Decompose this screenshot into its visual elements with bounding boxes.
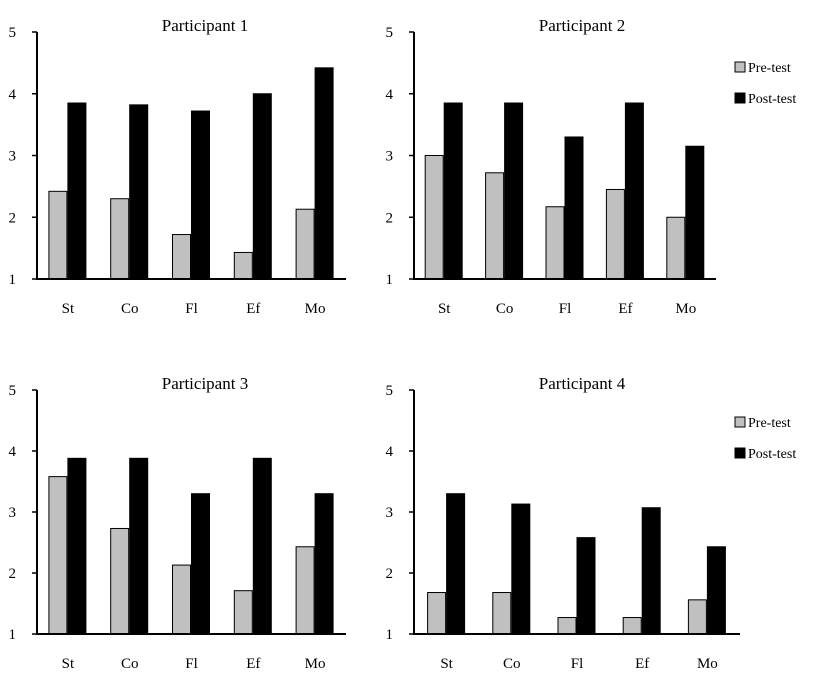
bar-2-mo-post — [685, 145, 705, 280]
x-tick-label-4-fl: Fl — [571, 656, 584, 672]
bar-3-mo-post — [314, 493, 334, 635]
y-tick-label-1-5: 5 — [9, 25, 17, 41]
bar-4-co-pre — [492, 592, 512, 635]
y-tick-label-4-1: 1 — [386, 627, 394, 643]
bar-4-mo-pre — [687, 599, 707, 635]
bar-4-mo-post — [706, 546, 726, 635]
bar-2-co-post — [504, 102, 524, 280]
x-tick-label-4-co: Co — [503, 656, 521, 672]
y-tick-label-2-5: 5 — [386, 25, 394, 41]
y-tick-label-4-5: 5 — [386, 383, 394, 399]
legend-swatch-4-pre — [734, 416, 746, 428]
chart-title-4: Participant 4 — [539, 374, 626, 393]
chart-title-1: Participant 1 — [162, 16, 248, 35]
y-tick-label-2-4: 4 — [386, 87, 394, 103]
bar-2-st-pre — [424, 155, 444, 280]
x-tick-label-4-ef: Ef — [635, 656, 649, 672]
x-tick-label-2-st: St — [438, 301, 451, 317]
bar-2-fl-post — [564, 136, 584, 280]
bar-3-ef-post — [252, 457, 272, 635]
bar-1-fl-post — [191, 110, 210, 280]
bar-3-co-pre — [110, 527, 130, 635]
x-tick-label-1-co: Co — [121, 301, 139, 317]
bar-1-ef-pre — [233, 251, 253, 280]
y-tick-label-4-4: 4 — [386, 444, 394, 460]
x-tick-label-2-mo: Mo — [675, 301, 696, 317]
x-tick-label-4-mo: Mo — [697, 656, 718, 672]
y-tick-label-3-4: 4 — [9, 444, 17, 460]
bar-2-ef-post — [624, 102, 644, 280]
y-tick-label-3-3: 3 — [9, 505, 17, 521]
bar-2-fl-pre — [545, 206, 565, 280]
bar-4-fl-post — [576, 537, 596, 635]
bar-1-mo-post — [314, 67, 334, 280]
y-tick-label-1-1: 1 — [9, 272, 17, 288]
bar-4-ef-post — [641, 507, 661, 635]
bar-1-st-pre — [48, 190, 68, 280]
x-tick-label-3-ef: Ef — [246, 656, 260, 672]
chart-title-3: Participant 3 — [162, 374, 248, 393]
bar-3-st-pre — [48, 476, 68, 635]
bar-1-co-pre — [110, 198, 130, 280]
y-tick-label-4-2: 2 — [386, 566, 394, 582]
y-tick-label-2-2: 2 — [386, 210, 394, 226]
x-tick-label-1-fl: Fl — [185, 301, 198, 317]
bar-1-st-post — [67, 102, 87, 280]
y-tick-label-1-4: 4 — [9, 87, 17, 103]
x-tick-label-3-fl: Fl — [185, 656, 198, 672]
x-tick-label-1-st: St — [62, 301, 75, 317]
bar-3-mo-pre — [295, 546, 315, 635]
bar-2-ef-pre — [605, 188, 625, 280]
bar-2-st-post — [443, 102, 463, 280]
legend-label-2-pre: Pre-test — [748, 61, 791, 76]
bar-1-fl-pre — [172, 234, 191, 280]
legend-label-4-post: Post-test — [748, 447, 796, 462]
legend-swatch-4-post — [734, 447, 746, 459]
bar-1-mo-pre — [295, 208, 315, 280]
bar-3-st-post — [67, 457, 87, 635]
x-tick-label-3-st: St — [62, 656, 75, 672]
x-tick-label-2-co: Co — [496, 301, 514, 317]
bar-3-fl-post — [191, 493, 210, 635]
y-tick-label-1-2: 2 — [9, 210, 17, 226]
bar-1-co-post — [129, 104, 149, 280]
y-tick-label-3-1: 1 — [9, 627, 17, 643]
bar-1-ef-post — [252, 93, 272, 280]
bar-4-fl-pre — [557, 617, 577, 635]
x-tick-label-2-ef: Ef — [618, 301, 632, 317]
y-tick-label-1-3: 3 — [9, 149, 17, 165]
legend-swatch-2-pre — [734, 61, 746, 73]
x-tick-label-3-co: Co — [121, 656, 139, 672]
chart-title-2: Participant 2 — [539, 16, 625, 35]
legend-label-2-post: Post-test — [748, 92, 796, 107]
bar-2-co-pre — [485, 172, 505, 280]
legend-swatch-2-post — [734, 92, 746, 104]
x-tick-label-1-mo: Mo — [305, 301, 326, 317]
bar-4-st-pre — [427, 592, 447, 635]
bar-4-ef-pre — [622, 617, 642, 635]
x-tick-label-2-fl: Fl — [559, 301, 572, 317]
legend-label-4-pre: Pre-test — [748, 416, 791, 431]
x-tick-label-1-ef: Ef — [246, 301, 260, 317]
bar-3-fl-pre — [172, 564, 191, 635]
x-tick-label-4-st: St — [440, 656, 453, 672]
y-tick-label-3-5: 5 — [9, 383, 17, 399]
bar-3-co-post — [129, 457, 149, 635]
bar-3-ef-pre — [233, 590, 253, 635]
bar-2-mo-pre — [666, 216, 686, 280]
y-tick-label-4-3: 3 — [386, 505, 394, 521]
y-tick-label-3-2: 2 — [9, 566, 17, 582]
y-tick-label-2-1: 1 — [386, 272, 394, 288]
y-tick-label-2-3: 3 — [386, 149, 394, 165]
bar-4-st-post — [446, 493, 466, 635]
bar-4-co-post — [511, 503, 531, 635]
x-tick-label-3-mo: Mo — [305, 656, 326, 672]
